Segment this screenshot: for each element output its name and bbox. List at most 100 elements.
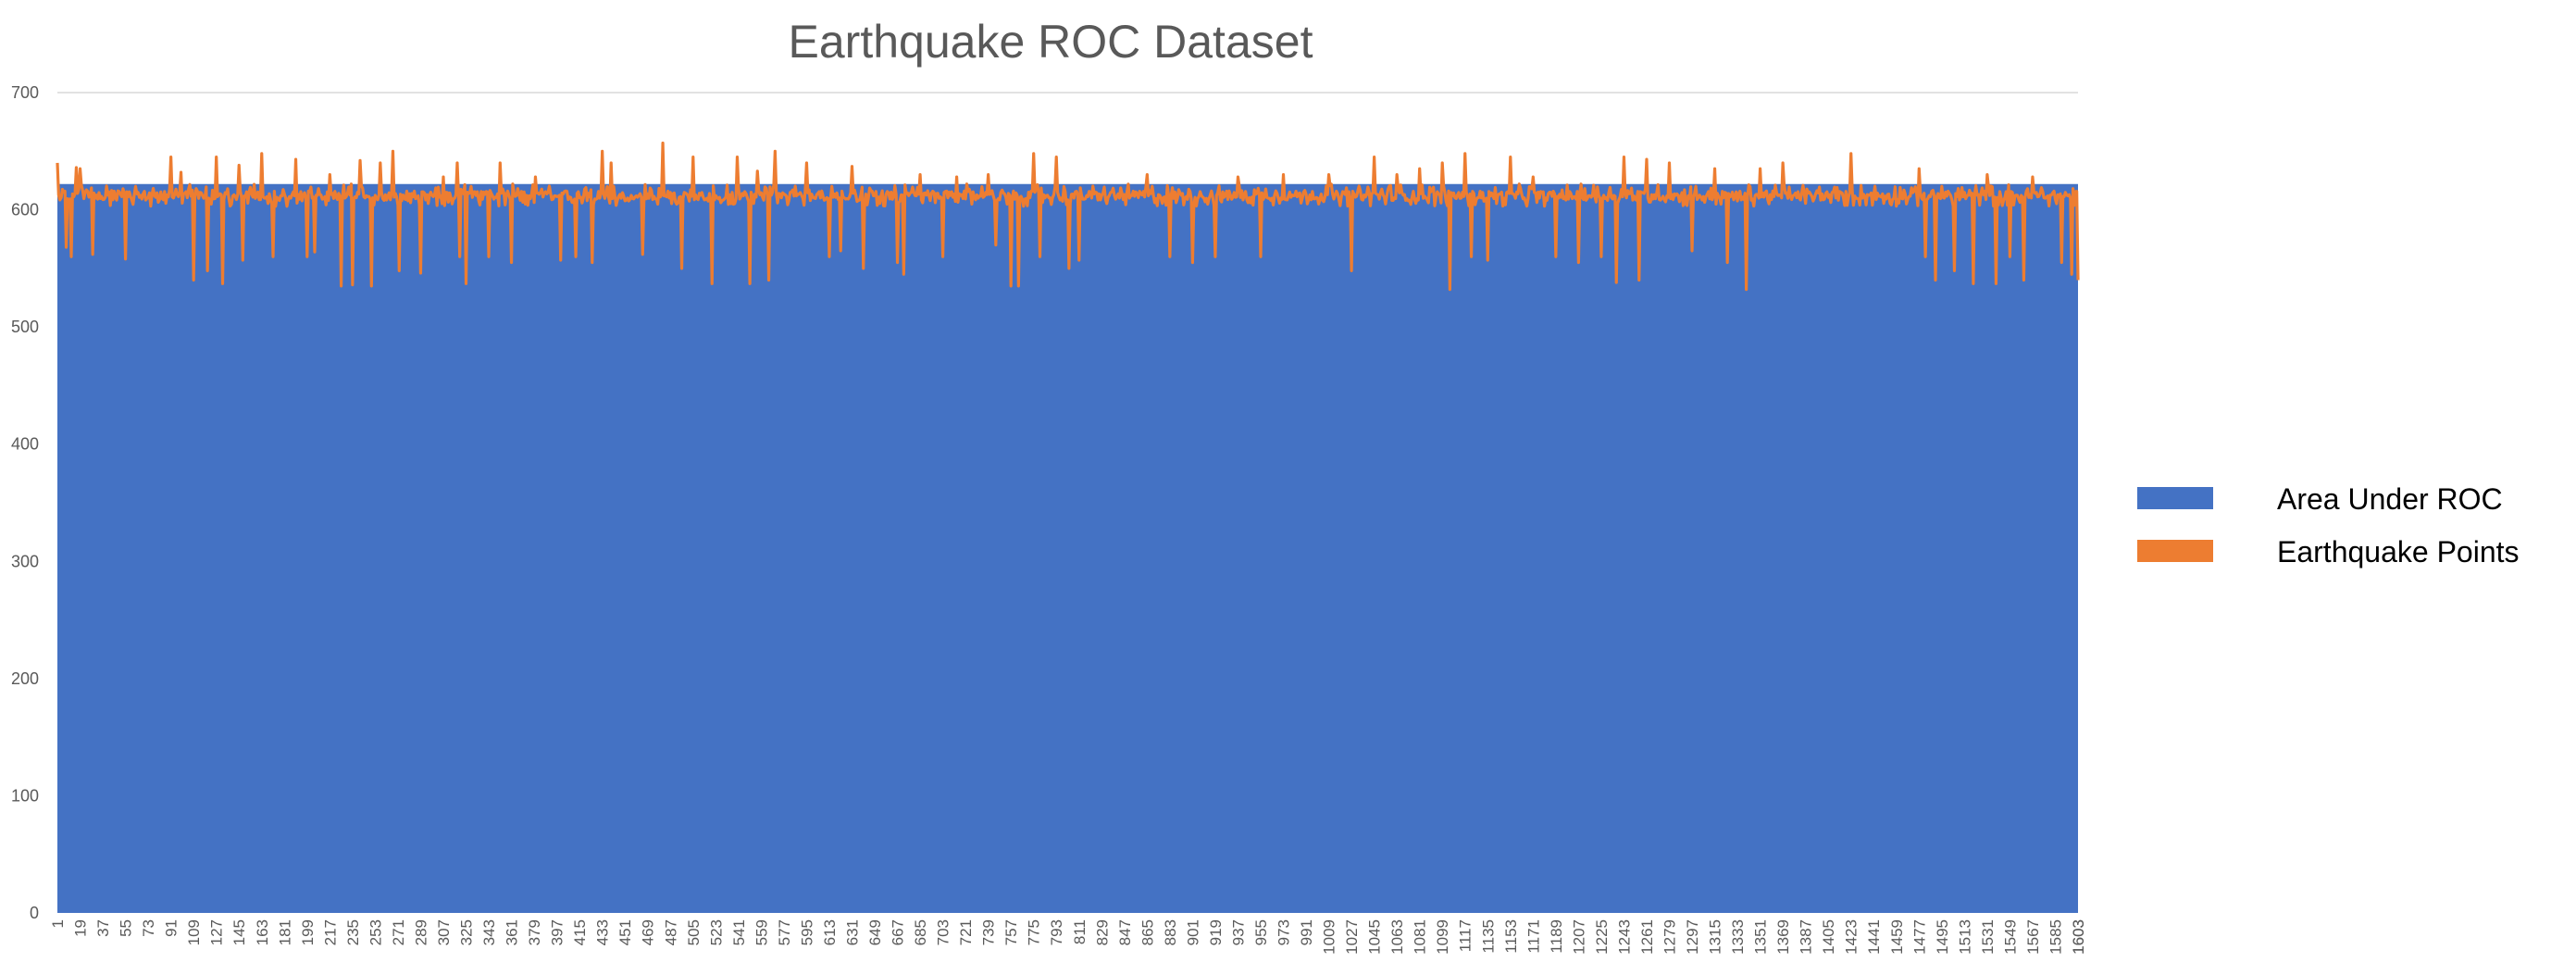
x-tick-label: 613 xyxy=(821,919,839,945)
x-tick-label: 1027 xyxy=(1343,919,1361,955)
x-tick-label: 541 xyxy=(730,919,748,945)
x-tick-label: 955 xyxy=(1252,919,1270,945)
legend-swatch-area-under-roc xyxy=(2137,487,2213,509)
x-tick-label: 235 xyxy=(344,919,362,945)
x-tick-label: 1369 xyxy=(1774,919,1792,955)
x-tick-label: 37 xyxy=(94,919,112,937)
x-axis: 1 19 37 55 73 91 109 127 145 163 181 199 217 235 253 27… xyxy=(49,919,2087,955)
x-tick-label: 163 xyxy=(254,919,271,945)
x-tick-label: 1063 xyxy=(1388,919,1406,955)
x-tick-label: 739 xyxy=(980,919,998,945)
x-tick-label: 919 xyxy=(1207,919,1225,945)
x-tick-label: 289 xyxy=(412,919,429,945)
x-tick-label: 1567 xyxy=(2024,919,2042,955)
y-tick-label: 400 xyxy=(11,435,39,454)
x-tick-label: 1045 xyxy=(1366,919,1384,955)
x-tick-label: 1171 xyxy=(1524,919,1542,954)
x-tick-label: 1603 xyxy=(2070,919,2087,955)
x-tick-label: 883 xyxy=(1162,919,1179,945)
y-tick-label: 700 xyxy=(11,83,39,102)
x-tick-label: 685 xyxy=(912,919,929,945)
x-tick-label: 1117 xyxy=(1457,919,1475,952)
x-tick-label: 55 xyxy=(118,919,135,937)
area-under-roc-fill xyxy=(57,183,2078,913)
x-tick-label: 595 xyxy=(798,919,815,945)
x-tick-label: 253 xyxy=(367,919,384,945)
x-tick-label: 811 xyxy=(1071,919,1089,944)
x-tick-label: 199 xyxy=(299,919,317,945)
x-tick-label: 1423 xyxy=(1843,919,1860,955)
legend-swatch-earthquake-points xyxy=(2137,540,2213,562)
x-tick-label: 271 xyxy=(390,919,407,945)
x-tick-label: 451 xyxy=(616,919,634,945)
x-tick-label: 91 xyxy=(163,919,180,937)
y-tick-label: 200 xyxy=(11,669,39,688)
x-tick-label: 1477 xyxy=(1910,919,1928,955)
x-tick-label: 631 xyxy=(843,919,861,945)
legend-label-earthquake-points: Earthquake Points xyxy=(2277,535,2520,568)
legend: Area Under ROC Earthquake Points xyxy=(2137,482,2520,568)
x-tick-label: 469 xyxy=(640,919,657,945)
x-tick-label: 1099 xyxy=(1434,919,1451,955)
x-tick-label: 1441 xyxy=(1865,919,1883,955)
x-tick-label: 1135 xyxy=(1479,919,1497,954)
x-tick-label: 415 xyxy=(571,919,589,945)
x-tick-label: 523 xyxy=(707,919,725,945)
x-tick-label: 847 xyxy=(1116,919,1134,945)
y-axis: 0 100 200 300 400 500 600 700 xyxy=(11,83,39,922)
x-tick-label: 127 xyxy=(208,919,226,945)
x-tick-label: 703 xyxy=(935,919,952,945)
y-tick-label: 0 xyxy=(30,904,39,922)
x-tick-label: 1315 xyxy=(1707,919,1724,955)
x-tick-label: 793 xyxy=(1048,919,1065,945)
x-tick-label: 1009 xyxy=(1321,919,1338,955)
x-tick-label: 1459 xyxy=(1888,919,1906,955)
x-tick-label: 649 xyxy=(866,919,884,945)
earthquake-points-line xyxy=(56,141,2080,292)
x-tick-label: 937 xyxy=(1229,919,1247,945)
x-tick-label: 829 xyxy=(1093,919,1111,945)
x-tick-label: 325 xyxy=(458,919,476,945)
x-tick-label: 109 xyxy=(185,919,203,945)
legend-label-area-under-roc: Area Under ROC xyxy=(2277,482,2503,516)
x-tick-label: 1243 xyxy=(1615,919,1633,955)
x-tick-label: 307 xyxy=(435,919,453,945)
x-tick-label: 901 xyxy=(1184,919,1201,945)
x-tick-label: 379 xyxy=(526,919,543,945)
x-tick-label: 1387 xyxy=(1798,919,1815,955)
x-tick-label: 1333 xyxy=(1729,919,1747,955)
x-tick-label: 721 xyxy=(957,919,975,945)
x-tick-label: 1603 xyxy=(2070,919,2087,955)
x-tick-label: 775 xyxy=(1026,919,1043,945)
x-tick-label: 1495 xyxy=(1934,919,1951,955)
x-tick-label: 343 xyxy=(480,919,498,945)
x-tick-label: 577 xyxy=(776,919,793,945)
x-tick-label: 1531 xyxy=(1979,919,1997,955)
chart-title: Earthquake ROC Dataset xyxy=(789,16,1313,68)
x-tick-label: 1207 xyxy=(1570,919,1587,955)
x-tick-label: 217 xyxy=(321,919,339,945)
x-tick-label: 397 xyxy=(549,919,566,945)
x-tick-label: 73 xyxy=(140,919,157,937)
x-tick-label: 1189 xyxy=(1548,919,1565,954)
x-tick-label: 1 xyxy=(49,919,67,928)
x-tick-label: 559 xyxy=(753,919,770,945)
x-tick-label: 973 xyxy=(1276,919,1293,945)
x-tick-label: 19 xyxy=(72,919,90,937)
x-tick-label: 145 xyxy=(230,919,248,945)
x-tick-label: 865 xyxy=(1139,919,1156,945)
y-tick-label: 500 xyxy=(11,318,39,336)
x-tick-label: 1585 xyxy=(2047,919,2064,955)
x-tick-label: 1297 xyxy=(1684,919,1701,955)
y-tick-label: 600 xyxy=(11,201,39,219)
x-tick-label: 1261 xyxy=(1638,919,1656,955)
x-tick-label: 757 xyxy=(1002,919,1020,945)
y-tick-label: 300 xyxy=(11,552,39,570)
x-tick-label: 667 xyxy=(890,919,907,945)
x-tick-label: 433 xyxy=(594,919,612,945)
x-tick-label: 1513 xyxy=(1956,919,1973,955)
x-tick-label: 1279 xyxy=(1661,919,1678,955)
x-tick-label: 1549 xyxy=(2001,919,2019,955)
x-tick-label: 1351 xyxy=(1752,919,1770,955)
